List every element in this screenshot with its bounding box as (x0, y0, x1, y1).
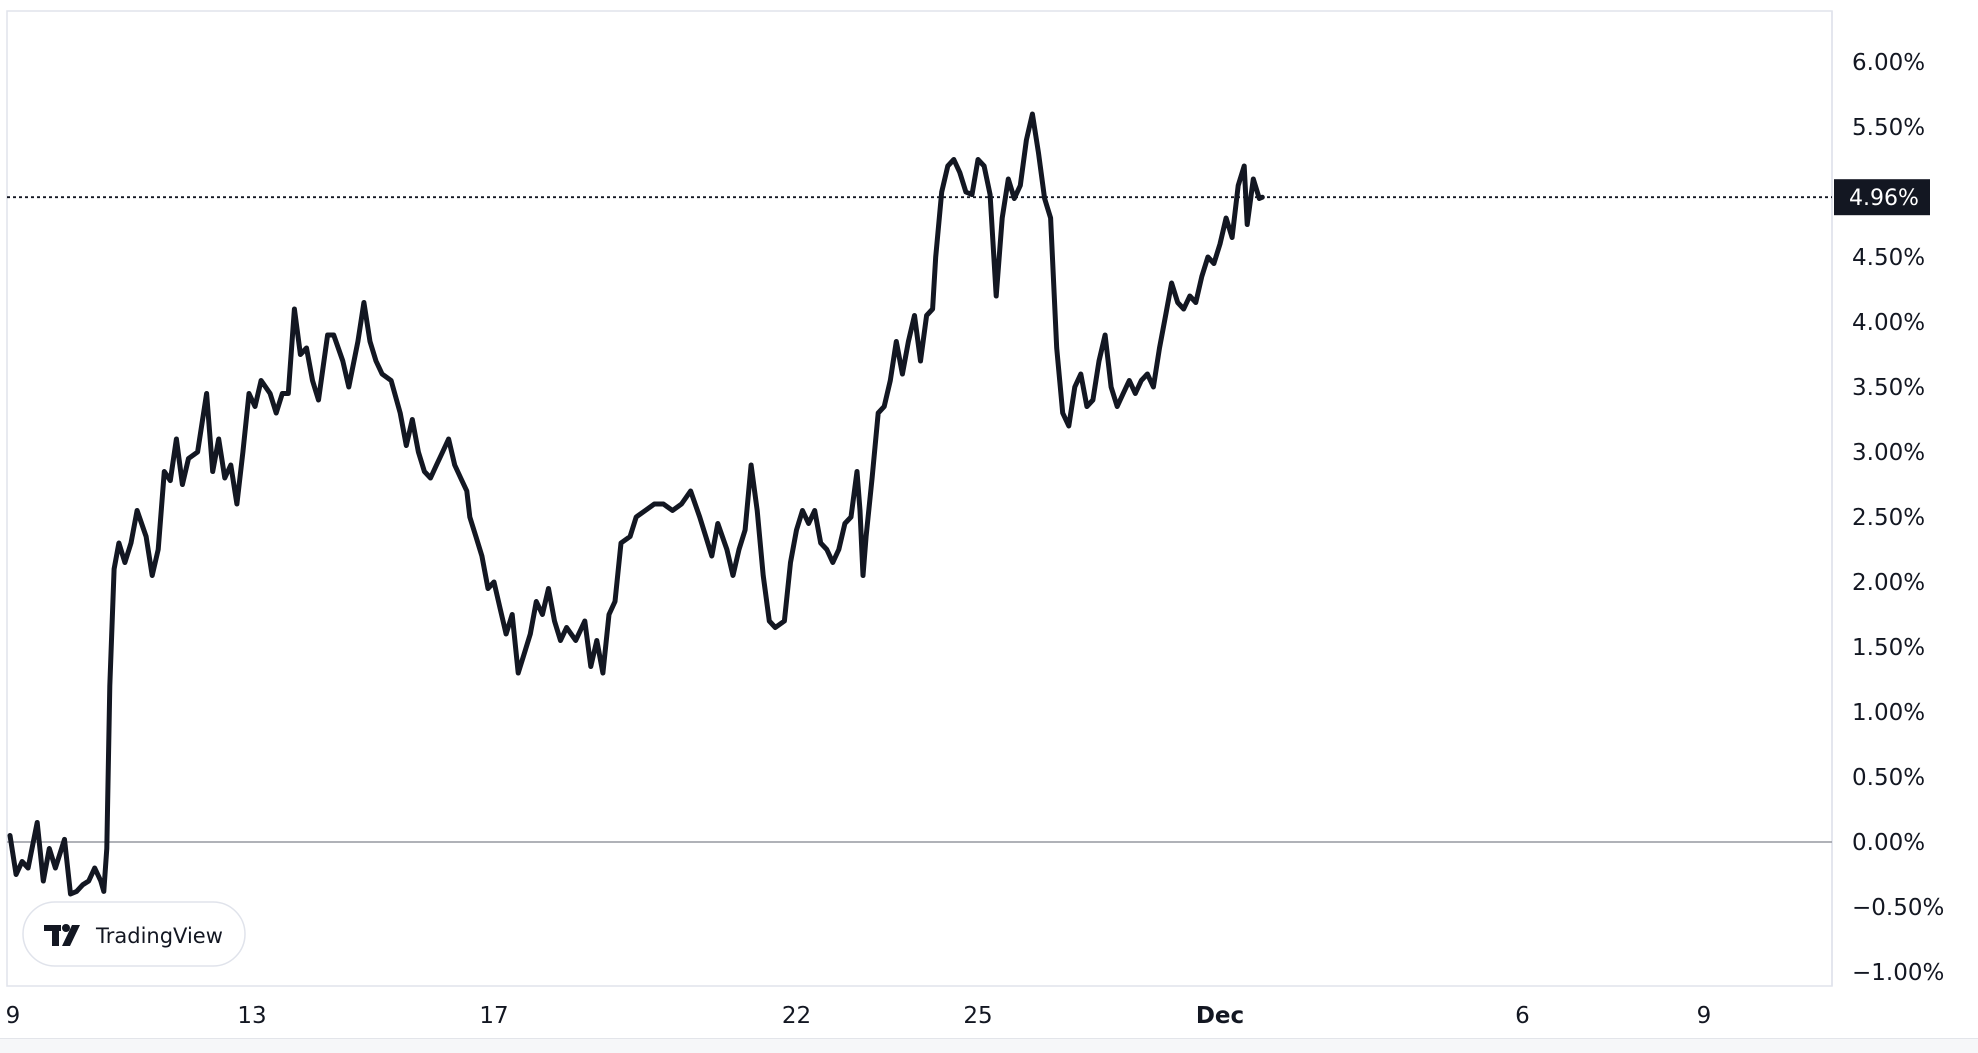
x-tick-label: 9 (1697, 1003, 1712, 1029)
y-tick-label: 1.00% (1852, 700, 1925, 726)
watermark-text: TradingView (95, 924, 223, 948)
y-tick-label: −1.00% (1852, 960, 1944, 986)
bottom-toolbar-strip (0, 1038, 1978, 1053)
y-tick-label: 4.50% (1852, 245, 1925, 271)
y-tick-label: 2.00% (1852, 570, 1925, 596)
x-tick-label: 17 (479, 1003, 508, 1029)
x-axis[interactable]: 9 13 17 22 25 Dec 6 9 (6, 1003, 1712, 1029)
tradingview-logo-icon (44, 924, 80, 946)
x-tick-label: 13 (237, 1003, 266, 1029)
y-tick-label: 3.00% (1852, 440, 1925, 466)
y-tick-label: −0.50% (1852, 895, 1944, 921)
x-tick-label: 6 (1515, 1003, 1530, 1029)
series-line-0[interactable] (7, 111, 1265, 897)
x-tick-label: 9 (6, 1003, 21, 1029)
y-tick-label: 1.50% (1852, 635, 1925, 661)
current-price-label: 4.96% (1834, 179, 1930, 216)
x-tick-label: 22 (782, 1003, 811, 1029)
y-axis[interactable]: 6.00% 5.50% 4.50% 4.00% 3.50% 3.00% 2.50% 2.00%… (1852, 50, 1944, 986)
y-tick-label: 6.00% (1852, 50, 1925, 76)
tradingview-watermark[interactable]: TradingView (22, 901, 246, 967)
x-tick-label: Dec (1196, 1003, 1244, 1029)
watermark-pill[interactable] (22, 901, 246, 967)
series-layer[interactable] (7, 111, 1265, 897)
y-tick-label: 4.00% (1852, 310, 1925, 336)
current-price-label-text: 4.96% (1849, 186, 1919, 211)
y-tick-label: 0.00% (1852, 830, 1925, 856)
y-tick-label: 5.50% (1852, 115, 1925, 141)
current-price-label-box (1834, 179, 1930, 216)
y-tick-label: 3.50% (1852, 375, 1925, 401)
y-tick-label: 2.50% (1852, 505, 1925, 531)
y-tick-label: 0.50% (1852, 765, 1925, 791)
x-tick-label: 25 (963, 1003, 992, 1029)
